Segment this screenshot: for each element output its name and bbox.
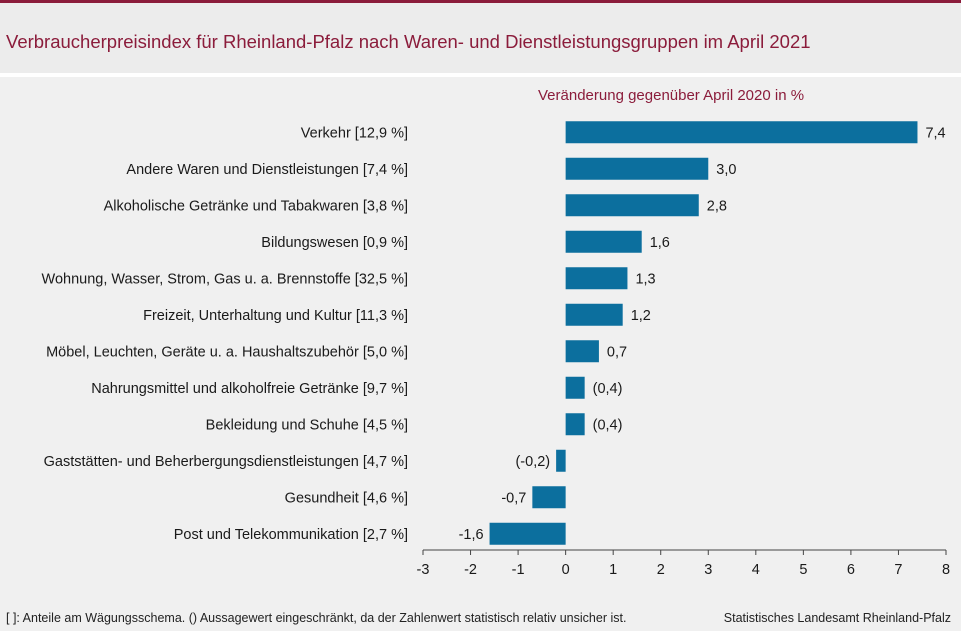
data-label: 2,8 xyxy=(707,198,727,214)
x-tick-label: 0 xyxy=(562,562,570,578)
data-label: 1,2 xyxy=(631,308,651,324)
category-label: Nahrungsmittel und alkoholfreie Getränke… xyxy=(91,381,408,397)
x-tick-label: -2 xyxy=(464,562,477,578)
category-label: Verkehr [12,9 %] xyxy=(301,125,408,141)
bar xyxy=(565,340,599,363)
source-credit: Statistisches Landesamt Rheinland-Pfalz xyxy=(723,611,951,625)
x-tick-label: 2 xyxy=(657,562,665,578)
category-label: Bekleidung und Schuhe [4,5 %] xyxy=(206,417,408,433)
bar xyxy=(565,376,585,399)
data-label: (0,4) xyxy=(593,381,623,397)
bar xyxy=(565,157,709,180)
bar xyxy=(565,267,628,290)
data-label: 1,6 xyxy=(650,235,670,251)
category-label: Gesundheit [4,6 %] xyxy=(285,490,408,506)
category-label: Bildungswesen [0,9 %] xyxy=(261,235,408,251)
data-label: 1,3 xyxy=(635,271,655,287)
bar xyxy=(565,121,918,144)
data-label: -0,7 xyxy=(501,490,526,506)
bar-chart: Verkehr [12,9 %] 7,4 Andere Waren und Dien… xyxy=(42,121,950,578)
category-label: Post und Telekommunikation [2,7 %] xyxy=(174,527,408,543)
chart-title: Verbraucherpreisindex für Rheinland-Pfal… xyxy=(6,31,811,52)
x-tick-label: 6 xyxy=(847,562,855,578)
x-tick-label: 7 xyxy=(894,562,902,578)
x-tick-label: 3 xyxy=(704,562,712,578)
x-tick-label: 8 xyxy=(942,562,950,578)
data-label: 0,7 xyxy=(607,344,627,360)
x-tick-label: 1 xyxy=(609,562,617,578)
category-label: Wohnung, Wasser, Strom, Gas u. a. Brenns… xyxy=(42,271,408,287)
category-label: Gaststätten- und Beherbergungsdienstleis… xyxy=(44,454,408,470)
category-label: Alkoholische Getränke und Tabakwaren [3,… xyxy=(104,198,408,214)
chart-subtitle: Veränderung gegenüber April 2020 in % xyxy=(538,87,805,104)
top-accent-line xyxy=(0,0,961,3)
bar xyxy=(565,230,642,253)
x-tick-label: 5 xyxy=(799,562,807,578)
category-label: Andere Waren und Dienstleistungen [7,4 %… xyxy=(126,162,408,178)
bar xyxy=(556,449,566,472)
header-bar: Verbraucherpreisindex für Rheinland-Pfal… xyxy=(0,3,961,73)
bar xyxy=(489,522,566,545)
bar xyxy=(532,486,566,509)
x-tick-label: -1 xyxy=(512,562,525,578)
data-label: 7,4 xyxy=(925,125,945,141)
bar xyxy=(565,194,699,217)
category-label: Möbel, Leuchten, Geräte u. a. Haushaltsz… xyxy=(46,344,408,360)
category-label: Freizeit, Unterhaltung und Kultur [11,3 … xyxy=(143,308,408,324)
x-tick-label: 4 xyxy=(752,562,760,578)
data-label: (-0,2) xyxy=(515,454,550,470)
footnote: [ ]: Anteile am Wägungsschema. () Aussag… xyxy=(6,611,627,625)
data-label: (0,4) xyxy=(593,417,623,433)
data-label: 3,0 xyxy=(716,162,736,178)
x-tick-label: -3 xyxy=(417,562,430,578)
data-label: -1,6 xyxy=(459,527,484,543)
header-separator xyxy=(0,73,961,77)
bar xyxy=(565,303,623,326)
bar xyxy=(565,413,585,436)
